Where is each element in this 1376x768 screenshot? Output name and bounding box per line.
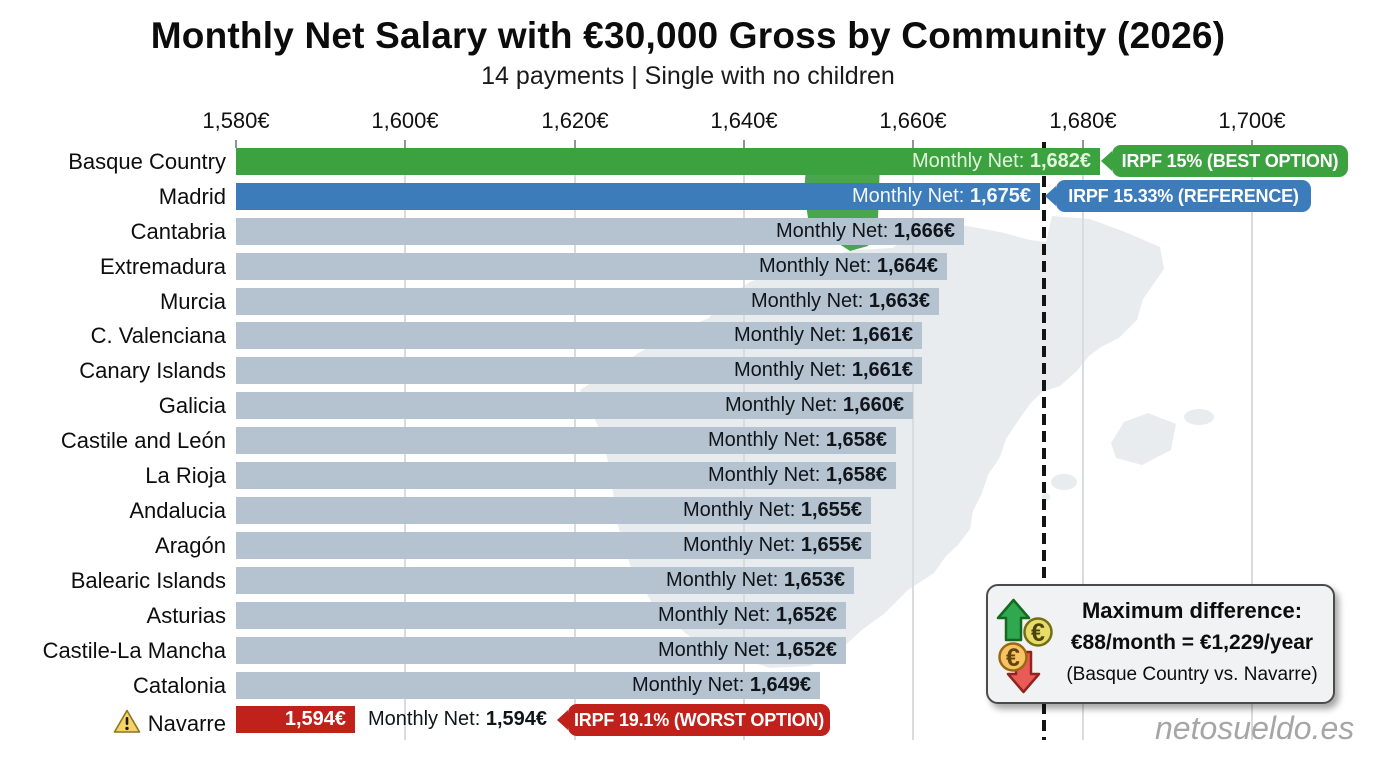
svg-text:€: € — [1006, 644, 1020, 672]
svg-text:€: € — [1031, 619, 1045, 647]
